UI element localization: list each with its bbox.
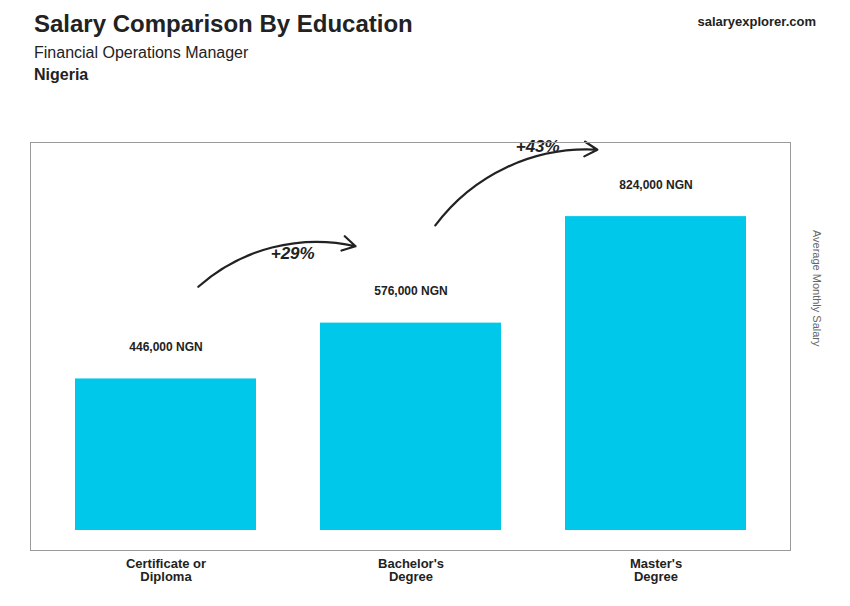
html-text:Financial Operations Manager: Financial Operations Manager	[34, 44, 249, 61]
svg-text:446,000 NGN: 446,000 NGN	[129, 340, 202, 354]
svg-text:Certificate orDiploma: Certificate orDiploma	[126, 556, 206, 584]
svg-text:576,000 NGN: 576,000 NGN	[374, 284, 447, 298]
html-text:Nigeria: Nigeria	[34, 66, 89, 83]
html-text:salaryexplorer.com: salaryexplorer.com	[697, 14, 816, 29]
svg-text:Average Monthly Salary: Average Monthly Salary	[811, 230, 823, 347]
svg-text:824,000 NGN: 824,000 NGN	[619, 178, 692, 192]
svg-text:+29%: +29%	[271, 244, 315, 263]
svg-text:Master'sDegree: Master'sDegree	[630, 556, 682, 584]
svg-text:+43%: +43%	[516, 137, 560, 156]
svg-text:Bachelor'sDegree: Bachelor'sDegree	[378, 556, 444, 584]
html-text:Salary Comparison By Education: Salary Comparison By Education	[34, 10, 413, 37]
